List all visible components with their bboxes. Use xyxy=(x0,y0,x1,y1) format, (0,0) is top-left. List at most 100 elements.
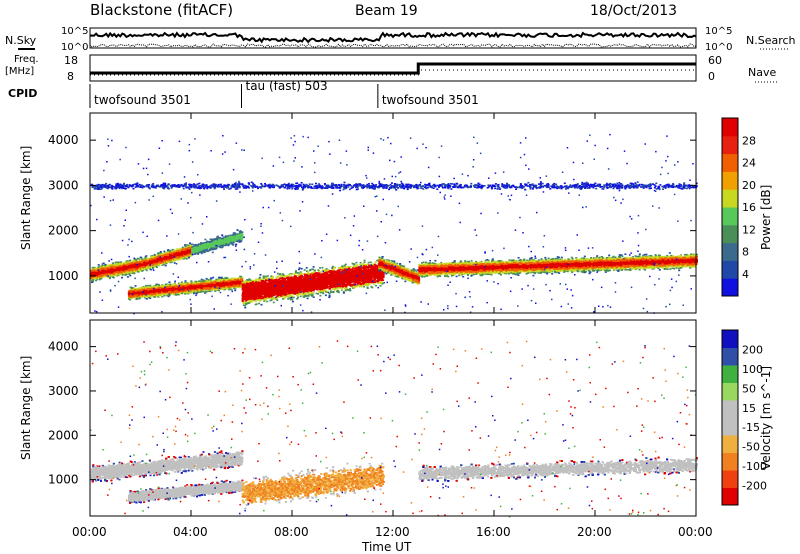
scatter-point xyxy=(98,264,100,266)
scatter-point xyxy=(107,265,109,267)
scatter-point xyxy=(96,275,98,277)
scatter-point xyxy=(121,268,123,270)
scatter-point xyxy=(106,274,108,276)
scatter-point xyxy=(130,265,132,267)
scatter-point xyxy=(116,270,118,272)
scatter-point xyxy=(130,267,132,269)
cpid-label: CPID xyxy=(8,87,37,100)
scatter-point xyxy=(189,242,191,244)
scatter-point xyxy=(125,263,127,265)
scatter-point xyxy=(130,268,132,270)
freq-left-tick-bottom: 8 xyxy=(67,70,74,83)
noise-left-tick-bottom: 10^0 xyxy=(61,42,88,53)
scatter-point xyxy=(136,266,138,268)
scatter-point xyxy=(92,279,94,281)
scatter-point xyxy=(121,271,123,273)
scatter-point xyxy=(114,264,116,266)
scatter-point xyxy=(126,266,128,268)
scatter-point xyxy=(90,270,92,272)
scatter-point xyxy=(98,275,100,277)
scatter-point xyxy=(104,274,106,276)
scatter-point xyxy=(172,249,174,251)
scatter-point xyxy=(129,263,131,265)
scatter-point xyxy=(115,273,117,275)
cpid-segment-label: twofsound 3501 xyxy=(382,93,479,107)
nsky-trace xyxy=(90,33,696,42)
nsky-label: N.Sky xyxy=(5,34,37,47)
scatter-point xyxy=(127,276,129,278)
scatter-point xyxy=(99,279,101,281)
scatter-point xyxy=(140,257,142,259)
scatter-point xyxy=(126,271,128,273)
scatter-point xyxy=(91,282,93,284)
power-panel xyxy=(90,113,698,314)
scatter-point xyxy=(170,262,172,264)
scatter-point xyxy=(122,274,124,276)
scatter-point xyxy=(111,266,113,268)
scatter-point xyxy=(184,244,186,246)
scatter-point xyxy=(150,269,152,271)
scatter-point xyxy=(93,270,95,272)
scatter-point xyxy=(101,272,103,274)
scatter-point xyxy=(132,263,134,265)
scatter-point xyxy=(127,268,129,270)
freq-left-tick-top: 18 xyxy=(64,54,78,67)
scatter-point xyxy=(110,272,112,274)
scatter-point xyxy=(102,270,104,272)
scatter-point xyxy=(98,266,100,268)
scatter-point xyxy=(127,264,129,266)
scatter-point xyxy=(123,266,125,268)
beam-title: Beam 19 xyxy=(355,3,418,19)
freq-panel-frame xyxy=(90,55,696,81)
cpid-segment-label: twofsound 3501 xyxy=(94,93,191,107)
scatter-point xyxy=(103,271,105,273)
scatter-point xyxy=(100,268,102,270)
scatter-point xyxy=(174,262,176,264)
scatter-point xyxy=(117,271,119,273)
scatter-point xyxy=(108,268,110,270)
scatter-point xyxy=(105,269,107,271)
scatter-point xyxy=(119,274,121,276)
scatter-point xyxy=(109,264,111,266)
scatter-point xyxy=(121,277,123,279)
scatter-point xyxy=(115,271,117,273)
scatter-point xyxy=(117,267,119,269)
scatter-point xyxy=(124,274,126,276)
scatter-point xyxy=(95,268,97,270)
nsearch-trace xyxy=(90,44,696,47)
scatter-point xyxy=(133,260,135,262)
scatter-point xyxy=(133,266,135,268)
scatter-point xyxy=(112,262,114,264)
scatter-point xyxy=(95,277,97,279)
scatter-point xyxy=(113,273,115,275)
scatter-point xyxy=(91,272,93,274)
nsearch-label: N.Search xyxy=(746,34,796,47)
freq-right-tick-bottom: 0 xyxy=(708,70,715,83)
freq-label: Freq. xyxy=(14,54,39,65)
nave-label: Nave xyxy=(748,66,776,79)
date-title: 18/Oct/2013 xyxy=(590,3,677,19)
scatter-point xyxy=(139,267,141,269)
scatter-point xyxy=(127,262,129,264)
scatter-point xyxy=(128,269,130,271)
freq-right-tick-top: 60 xyxy=(708,54,722,67)
scatter-point xyxy=(124,265,126,267)
freq-trace xyxy=(90,64,696,73)
scatter-point xyxy=(160,251,162,253)
scatter-point xyxy=(130,271,132,273)
scatter-point xyxy=(176,249,178,251)
scatter-point xyxy=(126,270,128,272)
scatter-point xyxy=(134,263,136,265)
scatter-point xyxy=(118,264,120,266)
scatter-point xyxy=(118,261,120,263)
freq-unit-label: [MHz] xyxy=(5,66,34,77)
noise-right-tick-top: 10^5 xyxy=(705,26,732,37)
noise-right-tick-bottom: 10^0 xyxy=(705,42,732,53)
scatter-point xyxy=(121,264,123,266)
scatter-point xyxy=(95,280,97,282)
scatter-point xyxy=(92,274,94,276)
scatter-point xyxy=(111,275,113,277)
scatter-point xyxy=(138,264,140,266)
